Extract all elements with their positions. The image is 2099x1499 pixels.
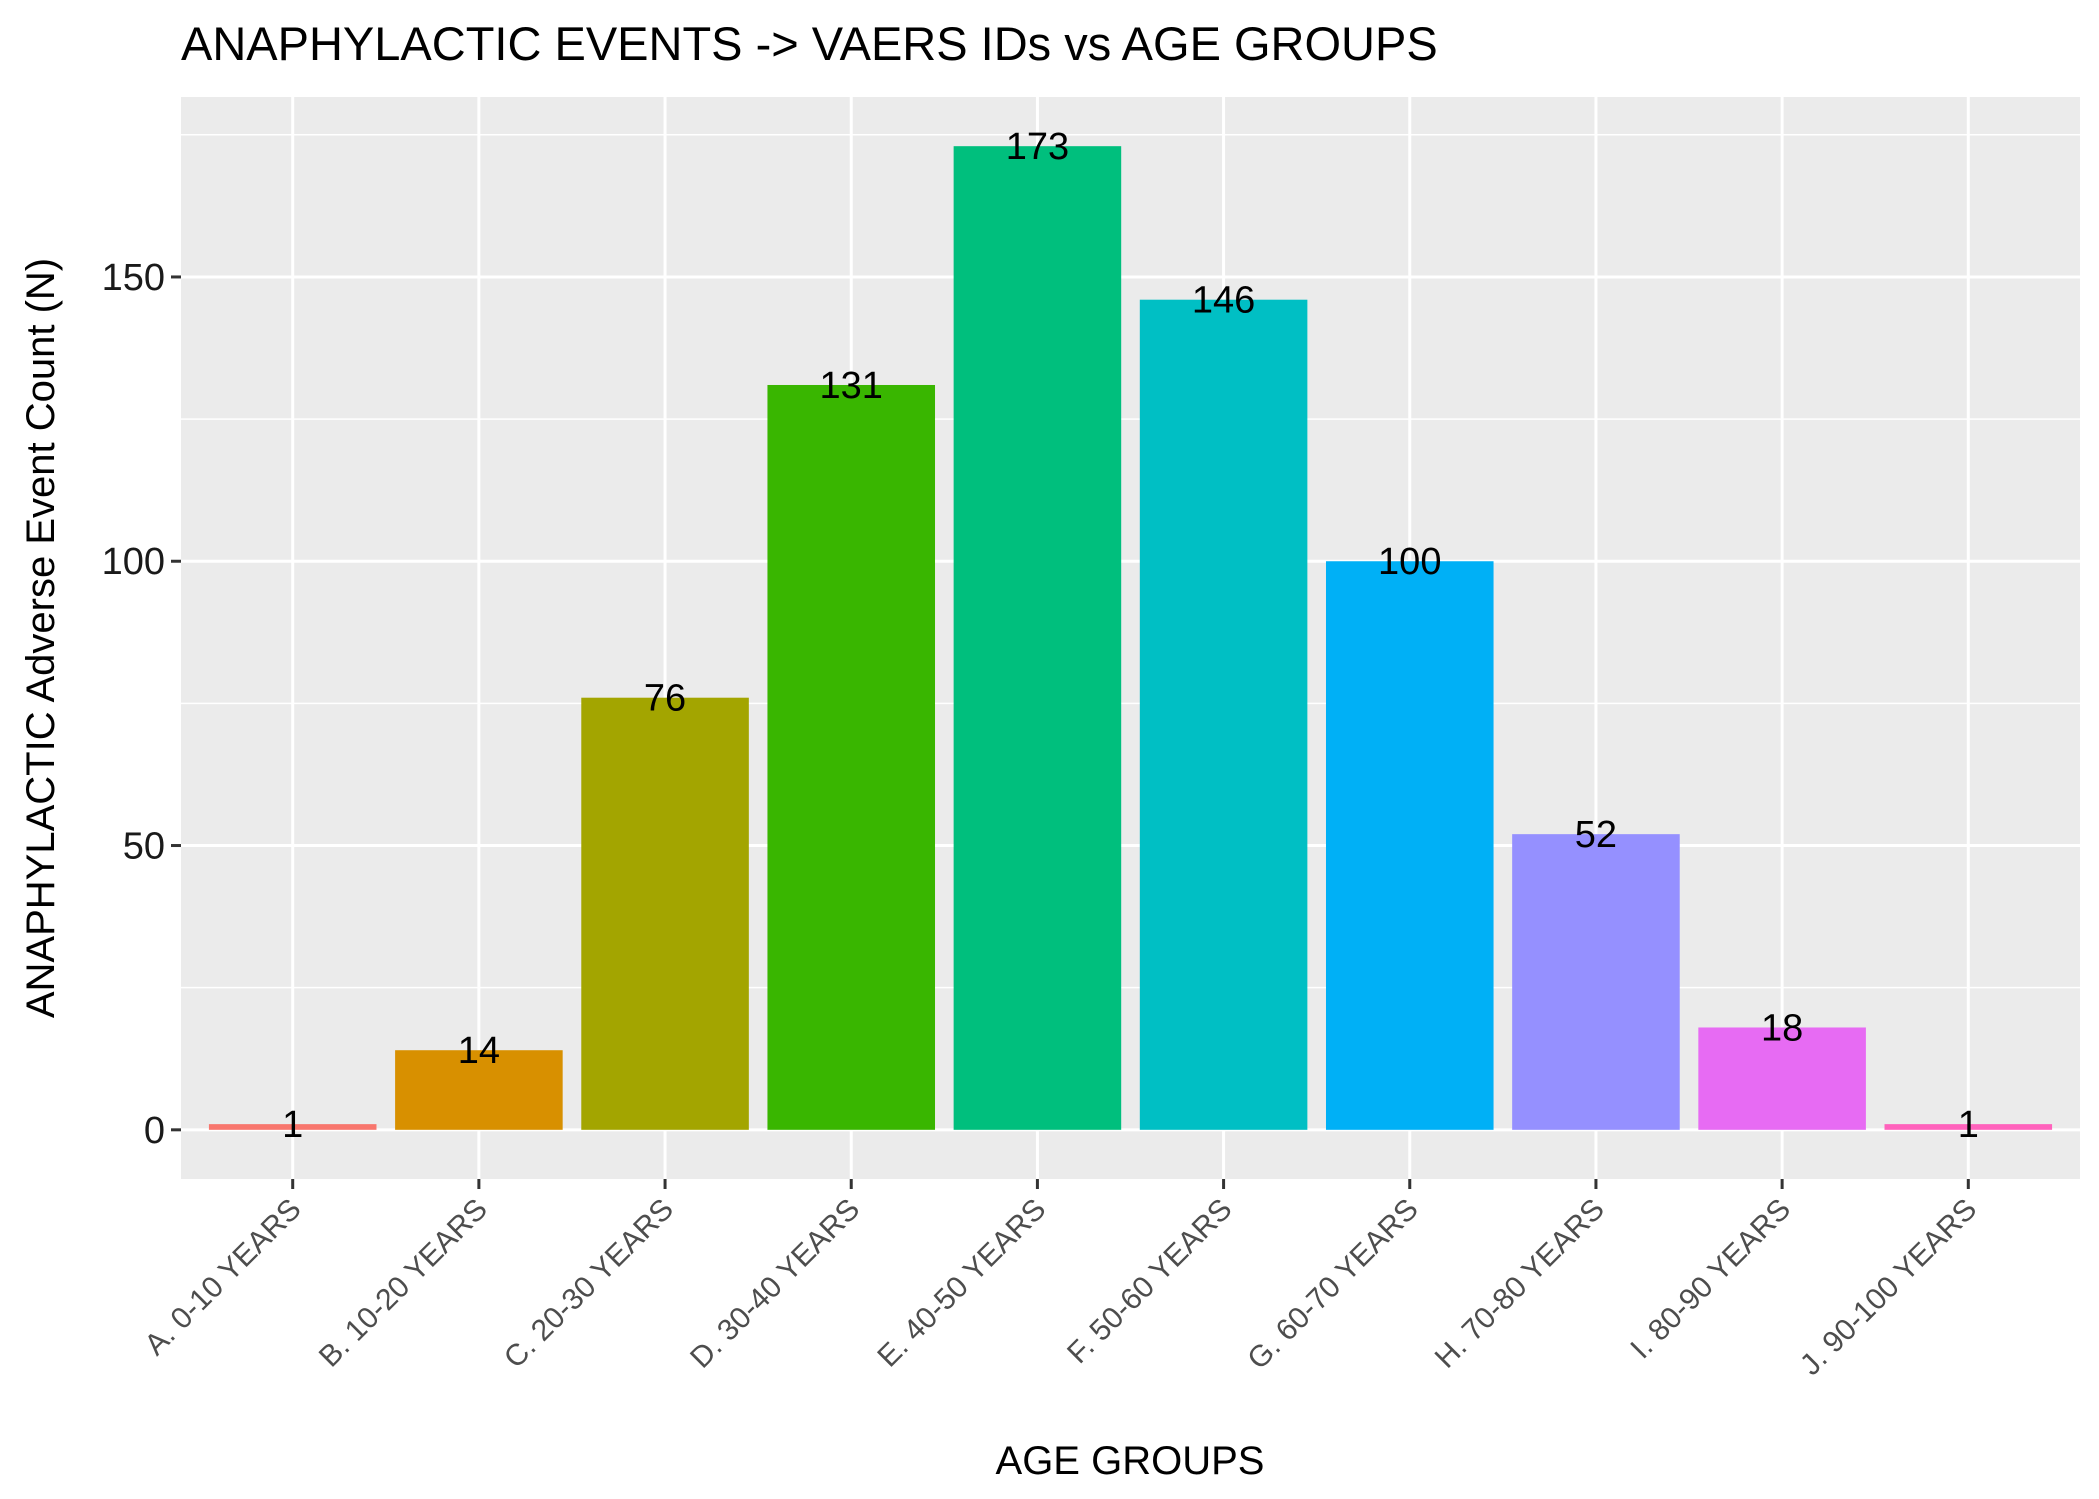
bar bbox=[581, 697, 749, 1130]
y-axis: 0 50 100 150 bbox=[102, 257, 181, 1152]
y-axis-title: ANAPHYLACTIC Adverse Event Count (N) bbox=[19, 258, 63, 1018]
x-tick-label: J. 90-100 YEARS bbox=[1794, 1193, 1983, 1382]
bar bbox=[953, 146, 1122, 1130]
bar bbox=[1512, 834, 1680, 1130]
data-label: 173 bbox=[1006, 126, 1069, 168]
data-label: 52 bbox=[1575, 814, 1617, 856]
bar bbox=[208, 1124, 377, 1130]
bar bbox=[395, 1050, 563, 1130]
data-label: 100 bbox=[1378, 541, 1441, 583]
x-tick-label: F. 50-60 YEARS bbox=[1061, 1193, 1238, 1370]
bars bbox=[208, 146, 2053, 1130]
data-label: 18 bbox=[1761, 1007, 1803, 1049]
x-tick-label: A. 0-10 YEARS bbox=[138, 1193, 307, 1362]
data-label: 1 bbox=[1958, 1104, 1979, 1146]
x-tick-label: E. 40-50 YEARS bbox=[871, 1193, 1052, 1374]
x-tick-label: G. 60-70 YEARS bbox=[1241, 1193, 1424, 1376]
x-tick-label: D. 30-40 YEARS bbox=[684, 1193, 866, 1375]
chart-title: ANAPHYLACTIC EVENTS -> VAERS IDs vs AGE … bbox=[181, 17, 1438, 70]
data-label: 146 bbox=[1192, 280, 1255, 322]
y-tick-label: 50 bbox=[123, 826, 165, 868]
data-label: 1 bbox=[282, 1104, 303, 1146]
data-label: 131 bbox=[820, 365, 883, 407]
bar bbox=[1139, 299, 1308, 1130]
x-axis: A. 0-10 YEARS B. 10-20 YEARS C. 20-30 YEAR… bbox=[138, 1179, 1983, 1382]
y-tick-label: 0 bbox=[144, 1110, 165, 1152]
bar bbox=[1884, 1124, 2053, 1130]
data-labels: 1 14 76 131 173 146 100 52 18 1 bbox=[282, 126, 1979, 1146]
x-tick-label: C. 20-30 YEARS bbox=[498, 1193, 680, 1375]
y-tick-label: 100 bbox=[102, 541, 165, 583]
data-label: 14 bbox=[458, 1030, 500, 1072]
x-tick-label: B. 10-20 YEARS bbox=[313, 1193, 494, 1374]
x-tick-label: I. 80-90 YEARS bbox=[1624, 1193, 1797, 1366]
bar bbox=[1698, 1027, 1866, 1130]
bar bbox=[767, 384, 936, 1130]
bar bbox=[1325, 561, 1494, 1130]
x-tick-label: H. 70-80 YEARS bbox=[1429, 1193, 1611, 1375]
data-label: 76 bbox=[644, 678, 686, 720]
y-tick-label: 150 bbox=[102, 257, 165, 299]
x-axis-title: AGE GROUPS bbox=[996, 1439, 1265, 1483]
